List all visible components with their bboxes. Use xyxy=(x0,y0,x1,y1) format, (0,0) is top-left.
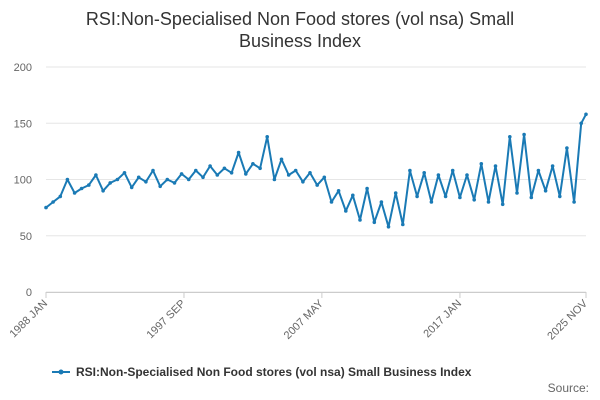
data-point[interactable] xyxy=(172,181,177,185)
data-point[interactable] xyxy=(315,183,320,187)
data-point[interactable] xyxy=(344,209,348,213)
data-point[interactable] xyxy=(44,205,48,210)
legend-dot-marker xyxy=(58,369,64,375)
data-point[interactable] xyxy=(522,132,526,137)
data-point[interactable] xyxy=(72,191,77,195)
data-point[interactable] xyxy=(479,162,484,166)
data-point[interactable] xyxy=(265,135,270,139)
data-point[interactable] xyxy=(536,168,541,173)
data-point[interactable] xyxy=(136,175,141,180)
data-point[interactable] xyxy=(408,168,412,173)
data-point[interactable] xyxy=(579,121,583,126)
data-point[interactable] xyxy=(301,180,305,184)
data-point[interactable] xyxy=(222,166,227,171)
data-point[interactable] xyxy=(486,200,491,204)
data-point[interactable] xyxy=(472,198,477,202)
y-axis: 0 50 100 150 200 xyxy=(14,62,32,299)
data-point[interactable] xyxy=(151,168,155,173)
data-point[interactable] xyxy=(208,164,212,168)
data-point[interactable] xyxy=(286,173,291,177)
data-point[interactable] xyxy=(550,164,555,168)
data-point[interactable] xyxy=(101,189,105,193)
series-layer xyxy=(44,112,588,229)
data-point[interactable] xyxy=(51,200,55,204)
data-point[interactable] xyxy=(572,200,576,204)
x-tick-label: 2017 JAN xyxy=(421,298,464,341)
legend-label: RSI:Non-Specialised Non Food stores (vol… xyxy=(76,365,472,379)
x-tick-label: 2007 MAY xyxy=(282,297,327,342)
data-point[interactable] xyxy=(565,146,569,150)
legend[interactable]: RSI:Non-Specialised Non Food stores (vol… xyxy=(52,365,472,379)
data-point[interactable] xyxy=(79,186,84,191)
data-point[interactable] xyxy=(515,191,519,195)
data-point[interactable] xyxy=(158,184,162,189)
data-point[interactable] xyxy=(115,177,120,182)
data-point[interactable] xyxy=(584,112,588,117)
data-point[interactable] xyxy=(87,183,91,187)
data-point[interactable] xyxy=(201,175,205,180)
x-axis: 1988 JAN 1997 SEP 2007 MAY 2017 JAN 2025 NOV xyxy=(7,292,591,342)
series-line[interactable] xyxy=(45,113,587,228)
data-point[interactable] xyxy=(144,180,148,184)
data-point[interactable] xyxy=(258,166,262,171)
data-point[interactable] xyxy=(251,162,255,166)
data-point[interactable] xyxy=(308,171,312,175)
data-point[interactable] xyxy=(122,171,127,175)
data-point[interactable] xyxy=(279,157,284,162)
y-tick-label: 50 xyxy=(20,231,32,243)
data-point[interactable] xyxy=(393,191,398,195)
data-point[interactable] xyxy=(215,173,220,177)
data-point[interactable] xyxy=(379,200,384,204)
data-point[interactable] xyxy=(322,175,327,180)
data-point[interactable] xyxy=(429,200,434,204)
data-point[interactable] xyxy=(179,172,184,176)
data-point[interactable] xyxy=(436,173,441,177)
data-point[interactable] xyxy=(372,220,377,225)
data-point[interactable] xyxy=(329,200,334,204)
x-tick-label: 1988 JAN xyxy=(7,298,50,341)
data-point[interactable] xyxy=(422,171,427,175)
data-point[interactable] xyxy=(58,194,63,199)
data-point[interactable] xyxy=(500,202,505,207)
y-tick-label: 200 xyxy=(14,62,32,74)
chart-title: RSI:Non-Specialised Non Food stores (vol… xyxy=(85,9,515,51)
y-tick-label: 100 xyxy=(14,175,32,187)
data-point[interactable] xyxy=(358,218,362,222)
data-point[interactable] xyxy=(65,177,70,182)
data-point[interactable] xyxy=(465,173,469,177)
data-point[interactable] xyxy=(386,225,391,229)
data-point[interactable] xyxy=(415,194,419,199)
data-point[interactable] xyxy=(108,181,112,185)
y-tick-label: 0 xyxy=(26,287,32,299)
data-point[interactable] xyxy=(236,150,241,155)
data-point[interactable] xyxy=(543,189,548,193)
data-point[interactable] xyxy=(244,172,248,176)
data-point[interactable] xyxy=(529,195,534,200)
data-point[interactable] xyxy=(194,168,198,173)
chart-credit[interactable]: Source: xyxy=(548,381,589,395)
data-point[interactable] xyxy=(186,177,191,182)
y-tick-label: 150 xyxy=(14,118,32,130)
data-point[interactable] xyxy=(508,135,512,139)
data-point[interactable] xyxy=(94,173,98,177)
data-point[interactable] xyxy=(293,168,298,173)
data-point[interactable] xyxy=(336,189,341,193)
data-point[interactable] xyxy=(450,168,455,173)
x-tick-label: 2025 NOV xyxy=(545,297,590,342)
data-point[interactable] xyxy=(443,194,448,199)
data-point[interactable] xyxy=(165,177,170,182)
x-tick-label: 1997 SEP xyxy=(145,298,189,342)
data-point[interactable] xyxy=(272,177,277,182)
data-point[interactable] xyxy=(129,185,134,190)
data-point[interactable] xyxy=(558,194,562,199)
data-point[interactable] xyxy=(351,193,355,198)
data-point[interactable] xyxy=(401,222,405,227)
data-point[interactable] xyxy=(458,195,462,200)
data-point[interactable] xyxy=(229,171,234,175)
data-point[interactable] xyxy=(493,164,498,168)
data-point[interactable] xyxy=(365,186,369,191)
